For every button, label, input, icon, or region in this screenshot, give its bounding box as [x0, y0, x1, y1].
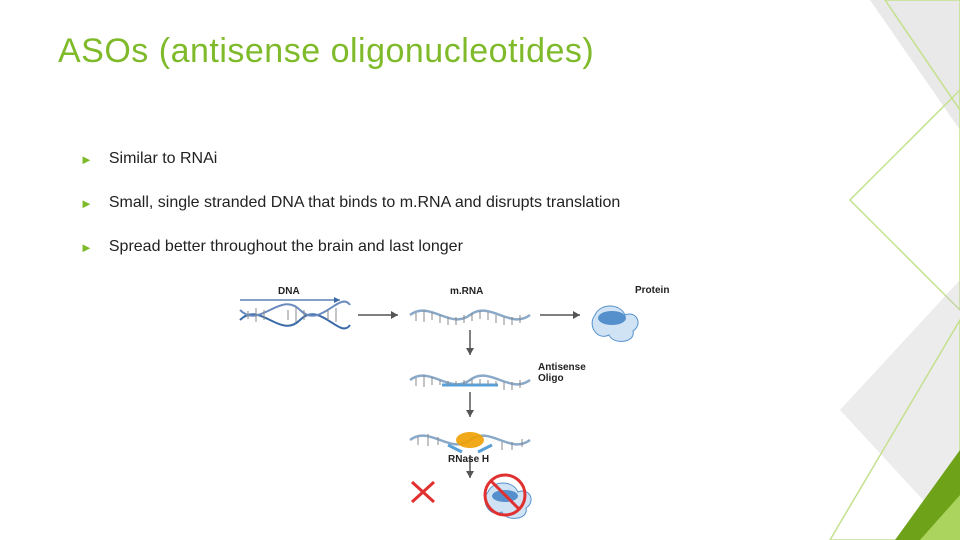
- slide-title: ASOs (antisense oligonucleotides): [58, 32, 594, 71]
- bullet-item: ► Spread better throughout the brain and…: [80, 238, 840, 256]
- mrna-oligo-icon: [410, 375, 530, 390]
- aso-diagram: DNA m.RNA Protein Antisense Oligo RNase …: [230, 290, 730, 520]
- arrow-icon: [358, 311, 398, 319]
- protein-icon: [592, 306, 638, 341]
- diagram-label-dna: DNA: [278, 286, 300, 297]
- rnaseh-cleavage-icon: [410, 432, 530, 452]
- diagram-label-rnaseh: RNase H: [448, 454, 489, 465]
- diagram-label-mrna: m.RNA: [450, 286, 483, 297]
- arrow-icon: [466, 392, 474, 417]
- arrow-icon: [466, 330, 474, 355]
- bullet-arrow-icon: ►: [80, 152, 93, 167]
- mrna-icon: [410, 310, 530, 325]
- bullet-list: ► Similar to RNAi ► Small, single strand…: [80, 150, 840, 282]
- diagram-label-antisense: Antisense Oligo: [538, 362, 586, 384]
- dna-icon: [240, 297, 350, 328]
- bullet-item: ► Similar to RNAi: [80, 150, 840, 168]
- slide: ASOs (antisense oligonucleotides) ► Simi…: [0, 0, 960, 540]
- bullet-item: ► Small, single stranded DNA that binds …: [80, 194, 840, 212]
- bullet-arrow-icon: ►: [80, 196, 93, 211]
- bullet-text: Similar to RNAi: [109, 150, 217, 168]
- diagram-label-protein: Protein: [635, 285, 669, 296]
- cross-icon: [412, 482, 434, 502]
- bullet-arrow-icon: ►: [80, 240, 93, 255]
- arrow-icon: [540, 311, 580, 319]
- prohibited-protein-icon: [485, 475, 531, 518]
- bullet-text: Spread better throughout the brain and l…: [109, 238, 463, 256]
- bullet-text: Small, single stranded DNA that binds to…: [109, 194, 620, 212]
